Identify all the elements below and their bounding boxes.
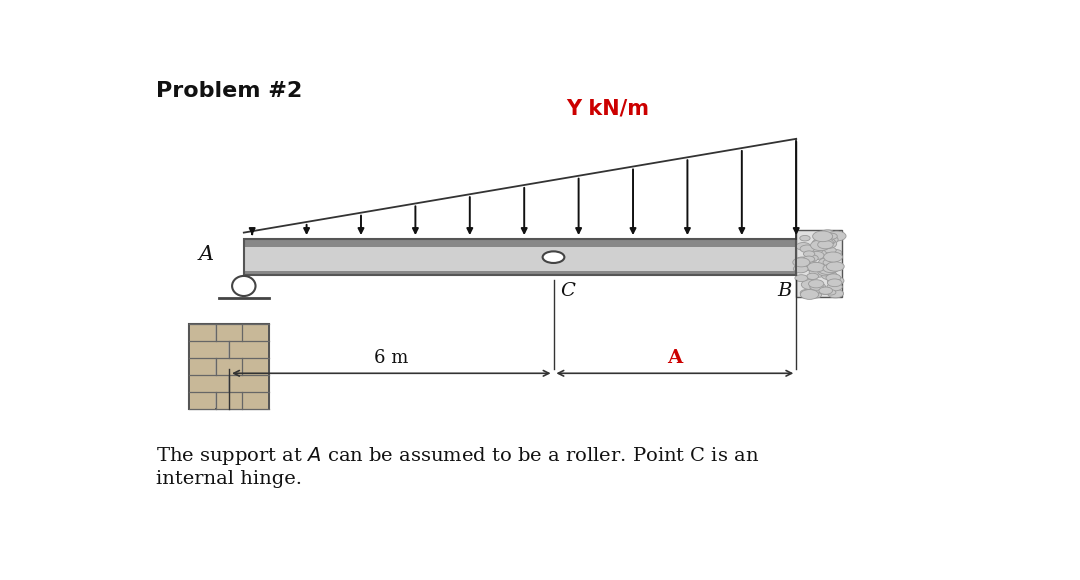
Circle shape [819, 239, 837, 248]
Circle shape [800, 245, 814, 253]
Circle shape [542, 251, 565, 263]
Bar [230, 342, 268, 358]
Bar [243, 393, 268, 408]
Circle shape [795, 257, 811, 266]
Circle shape [804, 262, 821, 271]
Circle shape [793, 258, 810, 267]
Circle shape [794, 265, 808, 273]
Circle shape [812, 240, 824, 245]
Circle shape [806, 255, 819, 262]
Circle shape [824, 252, 842, 262]
Circle shape [801, 280, 820, 289]
Text: The support at $\mathit{A}$ can be assumed to be a roller. Point C is an
interna: The support at $\mathit{A}$ can be assum… [156, 445, 759, 488]
Text: A: A [667, 349, 683, 367]
Bar [243, 325, 268, 340]
Circle shape [818, 264, 837, 274]
Circle shape [827, 289, 843, 298]
Circle shape [822, 239, 834, 245]
Circle shape [811, 292, 822, 298]
Circle shape [826, 262, 845, 271]
Circle shape [807, 262, 825, 272]
Circle shape [809, 267, 827, 277]
Circle shape [832, 249, 841, 255]
Circle shape [821, 235, 838, 244]
Bar [190, 358, 215, 375]
Circle shape [819, 258, 836, 267]
Circle shape [804, 256, 814, 262]
Bar [244, 240, 796, 275]
Circle shape [827, 231, 846, 241]
Circle shape [809, 280, 824, 288]
Bar [217, 325, 242, 340]
Circle shape [825, 234, 836, 239]
Text: B: B [778, 282, 792, 300]
Circle shape [818, 268, 833, 276]
Bar [190, 342, 228, 358]
Circle shape [808, 288, 821, 295]
Ellipse shape [232, 276, 256, 296]
Circle shape [813, 287, 825, 294]
Bar [244, 240, 796, 275]
Bar [230, 375, 268, 392]
Circle shape [825, 247, 836, 253]
Circle shape [821, 249, 836, 258]
Text: Problem #2: Problem #2 [156, 81, 302, 101]
Bar [190, 375, 228, 392]
Circle shape [826, 233, 837, 240]
Circle shape [826, 289, 836, 295]
Circle shape [827, 279, 842, 287]
Bar [217, 393, 242, 408]
Bar [190, 393, 215, 408]
Circle shape [810, 248, 828, 258]
Circle shape [800, 289, 813, 296]
Circle shape [828, 277, 843, 285]
Circle shape [823, 264, 839, 273]
Circle shape [825, 239, 835, 244]
Circle shape [819, 287, 833, 294]
Bar [244, 240, 796, 247]
Bar [189, 324, 269, 409]
Bar [796, 230, 842, 298]
Circle shape [800, 289, 819, 299]
Circle shape [812, 283, 825, 290]
Circle shape [827, 278, 842, 286]
Circle shape [811, 240, 831, 251]
Circle shape [796, 242, 810, 250]
Circle shape [804, 251, 814, 257]
Circle shape [819, 287, 832, 295]
Text: Y kN/m: Y kN/m [566, 99, 649, 119]
Circle shape [827, 282, 842, 291]
Circle shape [800, 235, 810, 241]
Circle shape [826, 274, 841, 282]
Circle shape [812, 231, 833, 242]
Circle shape [801, 261, 815, 268]
Circle shape [810, 283, 823, 290]
Circle shape [795, 275, 808, 281]
Circle shape [807, 273, 819, 280]
Bar [217, 358, 242, 375]
Circle shape [823, 259, 838, 266]
Text: C: C [561, 282, 575, 300]
Text: 6 m: 6 m [374, 349, 408, 367]
Bar [243, 358, 268, 375]
Circle shape [809, 251, 824, 259]
Text: A: A [199, 245, 214, 264]
Bar [244, 271, 796, 275]
Circle shape [808, 288, 820, 294]
Bar [190, 325, 215, 340]
Circle shape [804, 263, 818, 270]
Circle shape [822, 271, 837, 280]
Circle shape [820, 230, 836, 238]
Circle shape [818, 241, 834, 249]
